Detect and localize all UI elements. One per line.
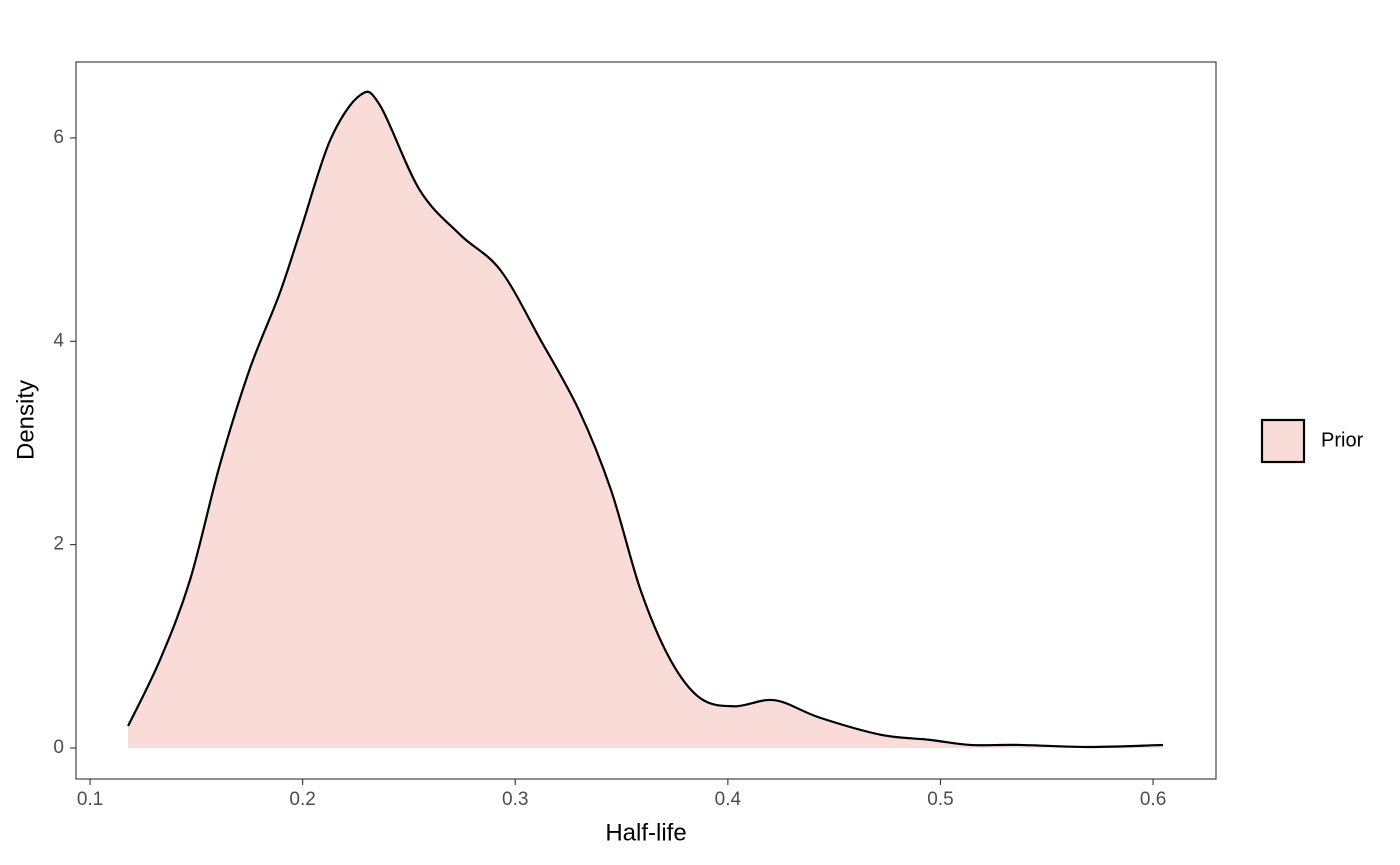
x-axis-title: Half-life <box>605 819 686 846</box>
legend-label: Prior <box>1321 429 1364 451</box>
x-tick-label: 0.3 <box>502 789 528 810</box>
density-line <box>127 90 1164 749</box>
y-tick-label: 2 <box>53 534 64 555</box>
x-tick-label: 0.6 <box>1140 789 1166 810</box>
y-tick-label: 6 <box>53 127 64 148</box>
x-tick-label: 0.4 <box>715 789 742 810</box>
y-tick-label: 0 <box>53 737 64 758</box>
x-tick-label: 0.5 <box>927 789 953 810</box>
y-tick-label: 4 <box>53 330 64 351</box>
x-tick-label: 0.1 <box>77 789 103 810</box>
density-area <box>128 91 1164 748</box>
panel-border <box>75 61 1217 780</box>
y-axis-title: Density <box>12 380 39 460</box>
legend-key <box>1260 418 1306 464</box>
x-tick-label: 0.2 <box>289 789 315 810</box>
